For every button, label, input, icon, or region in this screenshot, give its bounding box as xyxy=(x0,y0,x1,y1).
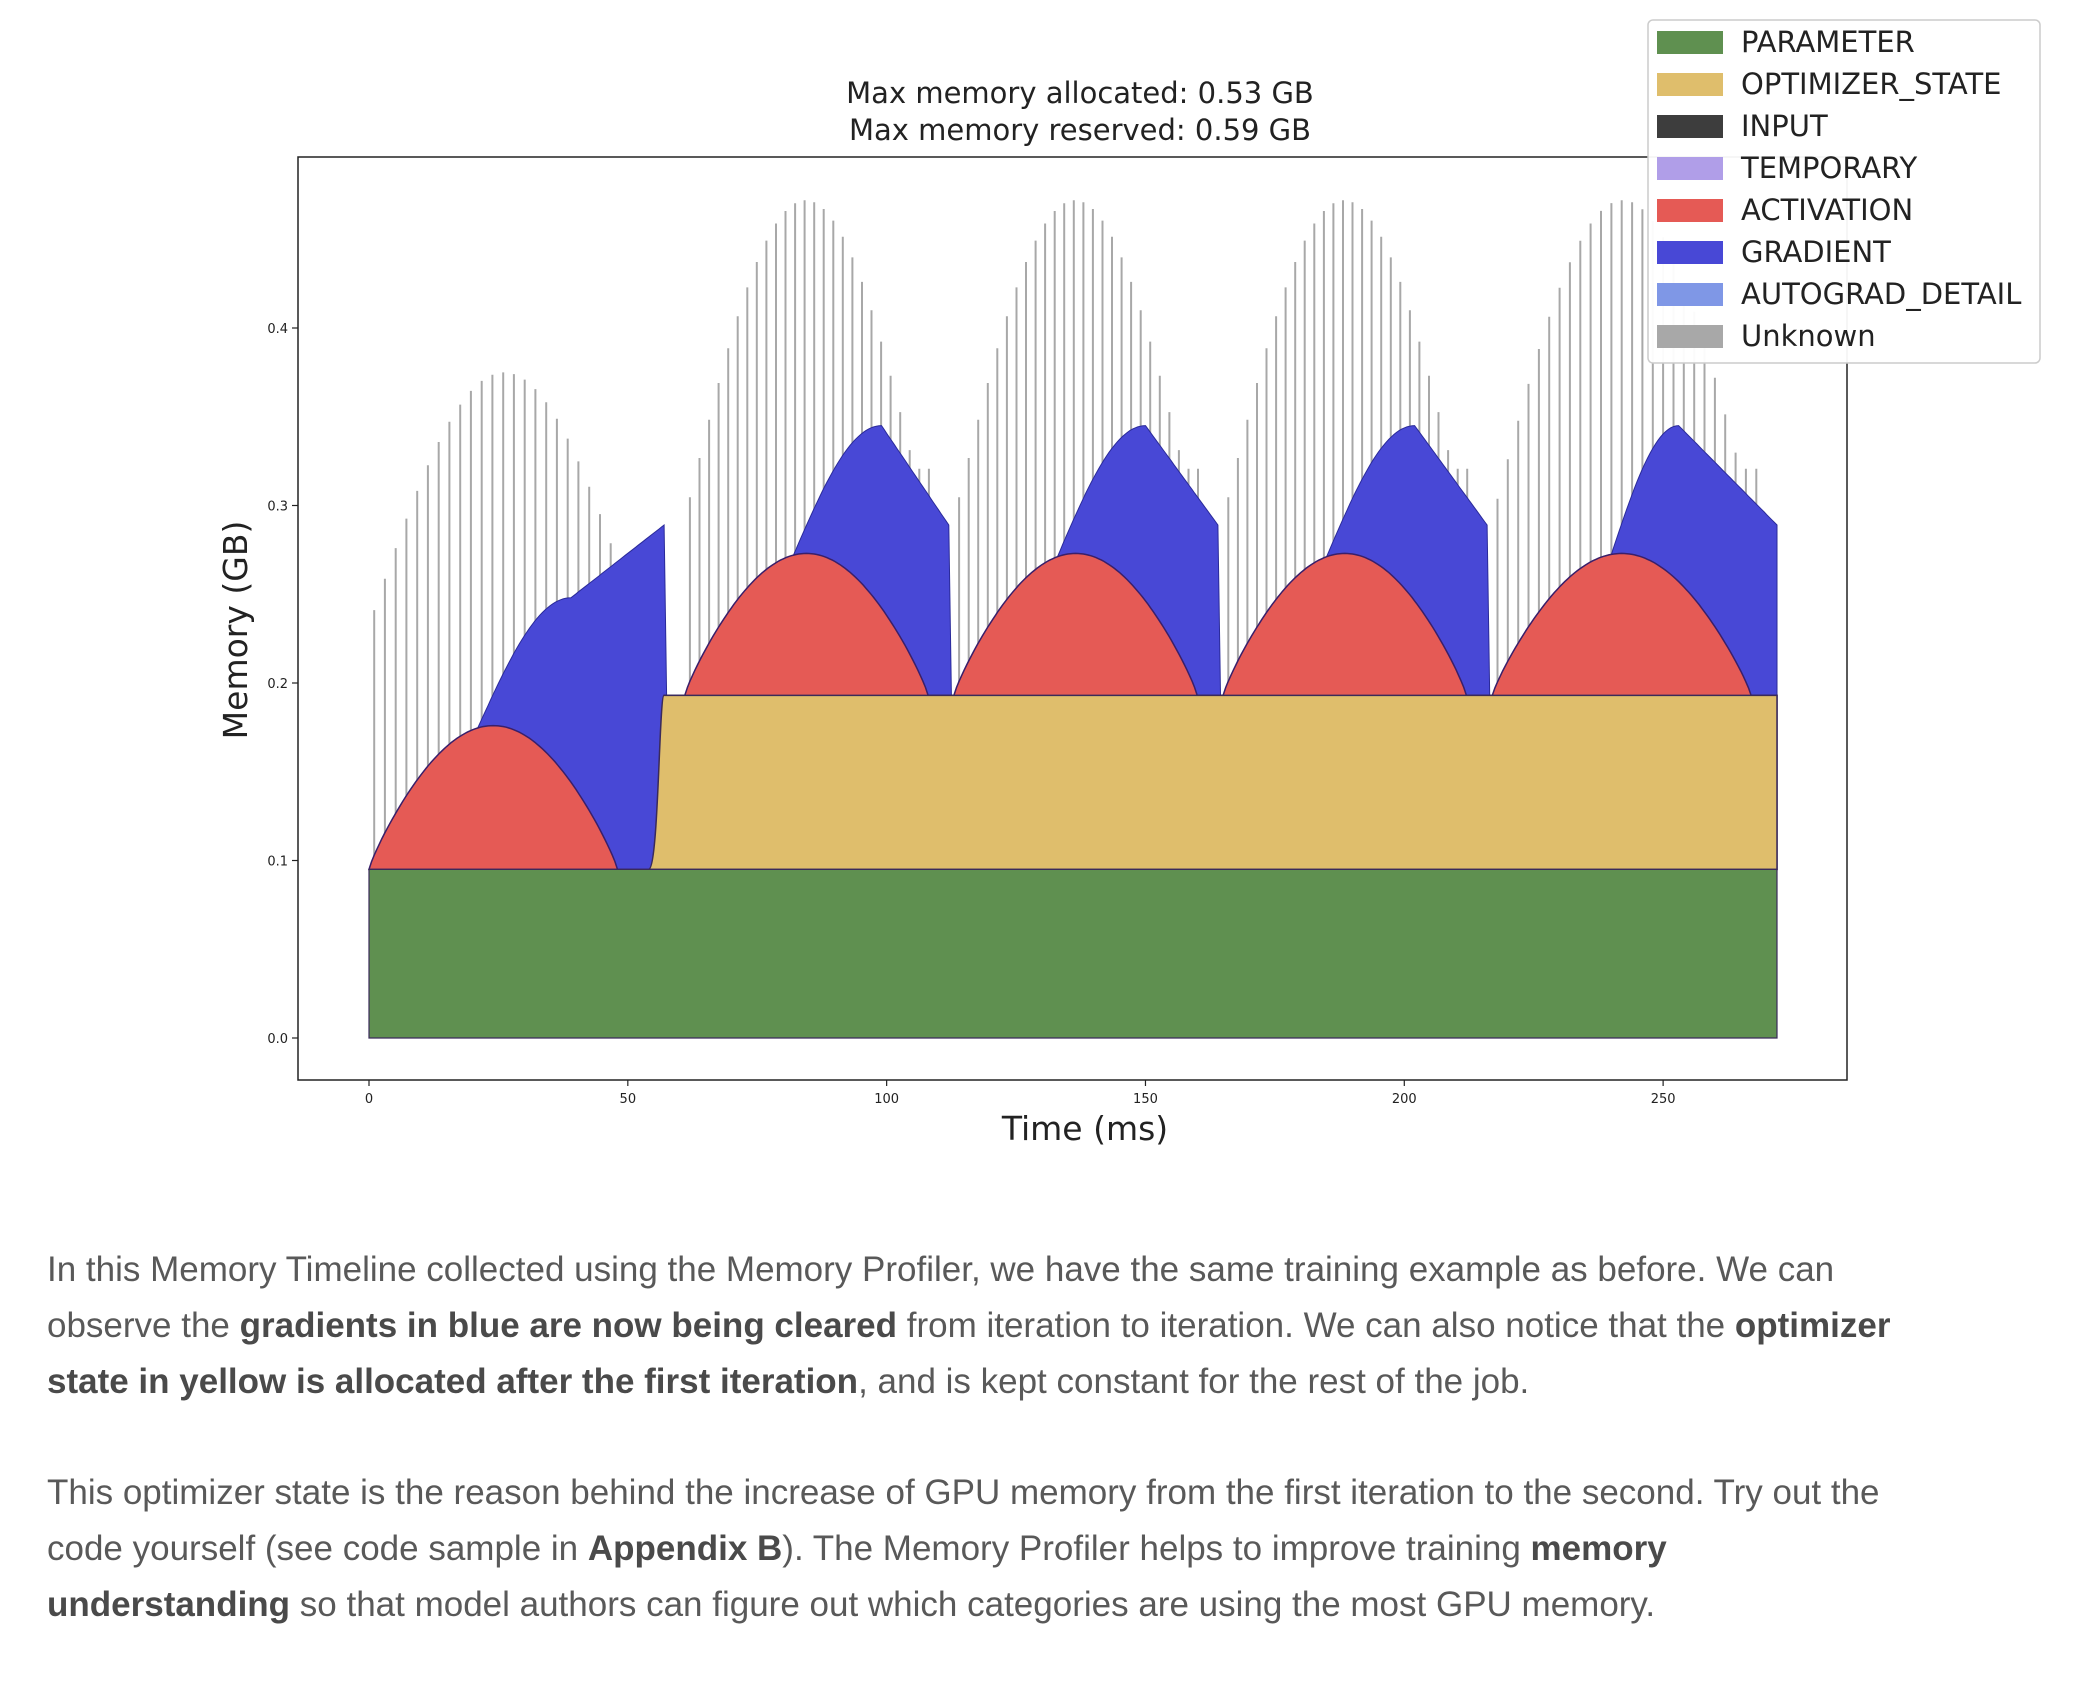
optimizer-state-area xyxy=(647,694,1778,871)
legend-box xyxy=(1647,19,2041,364)
p1-text-2: from iteration to iteration. We can also… xyxy=(897,1306,1735,1345)
p2-text-1: This optimizer state is the reason behin… xyxy=(47,1473,1880,1568)
y-tick-label: 0.3 xyxy=(267,500,288,515)
y-axis-label: Memory (GB) xyxy=(216,521,255,740)
chart-title: Max memory allocated: 0.53 GB xyxy=(846,76,1314,110)
article-text: In this Memory Timeline collected using … xyxy=(47,1242,1907,1688)
legend-swatch xyxy=(1657,157,1723,180)
legend: PARAMETER OPTIMIZER_STATE INPUT TEMPORARY AC… xyxy=(1647,19,2041,364)
y-axis-ticks: 0.0 0.1 0.2 0.3 0.4 xyxy=(267,322,298,1047)
y-tick-label: 0.0 xyxy=(267,1032,288,1047)
p1-bold-1: gradients in blue are now being cleared xyxy=(239,1306,898,1345)
legend-swatch xyxy=(1657,31,1723,54)
paragraph-1: In this Memory Timeline collected using … xyxy=(47,1242,1907,1410)
legend-label: OPTIMIZER_STATE xyxy=(1741,67,2002,101)
parameter-area xyxy=(368,868,1778,1039)
x-axis-ticks: 0 50 100 150 200 250 xyxy=(365,1080,1676,1107)
legend-swatch xyxy=(1657,241,1723,264)
y-tick-label: 0.1 xyxy=(267,855,288,870)
legend-label: INPUT xyxy=(1741,109,1828,143)
legend-swatch xyxy=(1657,199,1723,222)
x-tick-label: 50 xyxy=(620,1092,637,1107)
p1-text-3: , and is kept constant for the rest of t… xyxy=(858,1362,1530,1401)
legend-swatch xyxy=(1657,115,1723,138)
legend-label: ACTIVATION xyxy=(1741,193,1913,227)
p2-bold-2: memory understanding xyxy=(47,1529,1667,1624)
legend-label: PARAMETER xyxy=(1741,25,1915,59)
paragraph-2: This optimizer state is the reason behin… xyxy=(47,1465,1907,1633)
x-tick-label: 250 xyxy=(1651,1092,1676,1107)
legend-swatch xyxy=(1657,325,1723,348)
legend-label: AUTOGRAD_DETAIL xyxy=(1741,277,2021,311)
p1-bold-2: optimizer state in yellow is allocated a… xyxy=(47,1306,1891,1401)
x-tick-label: 150 xyxy=(1133,1092,1158,1107)
appendix-b-link[interactable]: Appendix B xyxy=(587,1529,783,1568)
p1-text-1: In this Memory Timeline collected using … xyxy=(47,1250,1835,1345)
y-tick-label: 0.2 xyxy=(267,677,288,692)
memory-timeline-chart: Max memory allocated: 0.53 GB Max memory… xyxy=(216,19,2041,1148)
x-tick-label: 200 xyxy=(1392,1092,1417,1107)
chart-svg: Max memory allocated: 0.53 GB Max memory… xyxy=(216,19,2041,1148)
x-axis-label: Time (ms) xyxy=(1001,1109,1168,1148)
p2-text-3: so that model authors can figure out whi… xyxy=(290,1585,1656,1624)
legend-swatch xyxy=(1657,73,1723,96)
legend-swatch xyxy=(1657,283,1723,306)
legend-label: TEMPORARY xyxy=(1740,151,1917,185)
p2-text-2: ). The Memory Profiler helps to improve … xyxy=(782,1529,1531,1568)
legend-label: GRADIENT xyxy=(1741,235,1891,269)
y-tick-label: 0.4 xyxy=(267,322,288,337)
chart-subtitle: Max memory reserved: 0.59 GB xyxy=(849,113,1311,147)
x-tick-label: 100 xyxy=(874,1092,899,1107)
legend-label: Unknown xyxy=(1741,319,1876,353)
x-tick-label: 0 xyxy=(365,1092,373,1107)
